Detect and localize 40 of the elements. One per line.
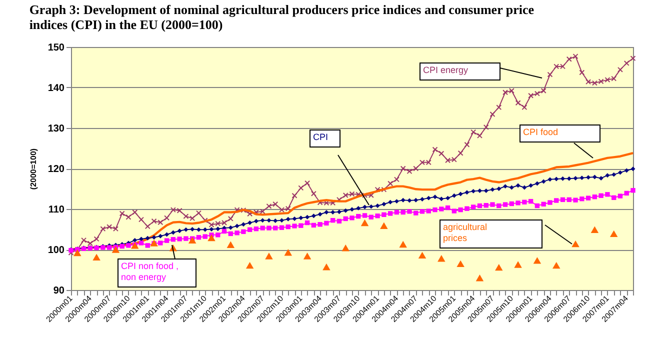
point	[590, 226, 599, 234]
text: CPI food	[523, 127, 558, 137]
y-tick-label: 140	[48, 83, 65, 94]
point	[303, 252, 312, 260]
point	[265, 252, 273, 260]
point	[322, 264, 330, 270]
y-tick-label: 100	[48, 245, 65, 256]
text: CPI	[313, 132, 328, 142]
point	[438, 255, 446, 262]
point	[476, 274, 484, 282]
series-label: agricultural prices	[443, 222, 488, 243]
chart-title: Graph 3: Development of nominal agricultural producers price indices and consumer price indices (CPI) in the EU (2000=100)	[29, 2, 534, 32]
y-tick-label: 150	[48, 42, 65, 54]
point	[74, 249, 82, 256]
y-tick-label: 130	[48, 124, 65, 134]
point	[380, 222, 388, 229]
point	[399, 240, 407, 248]
point	[610, 230, 618, 238]
point	[284, 248, 292, 256]
point	[360, 219, 369, 226]
point	[112, 246, 120, 253]
point	[533, 257, 542, 264]
point	[246, 262, 254, 269]
point	[572, 240, 580, 248]
point	[514, 261, 522, 268]
point	[226, 241, 235, 248]
y-tick-label: 90	[53, 286, 65, 296]
point	[188, 236, 196, 244]
point	[92, 254, 100, 261]
point	[342, 244, 350, 252]
y-tick-label: 110	[48, 204, 65, 216]
series-label: CPI non food , non energy	[121, 261, 179, 282]
point	[495, 264, 503, 271]
y-tick-label: 120	[48, 164, 65, 175]
point	[456, 260, 464, 268]
text: CPI energy	[423, 65, 469, 75]
point	[208, 234, 216, 242]
point	[418, 252, 426, 259]
point	[552, 262, 560, 269]
y-axis-title: (2000=100)	[28, 148, 38, 190]
